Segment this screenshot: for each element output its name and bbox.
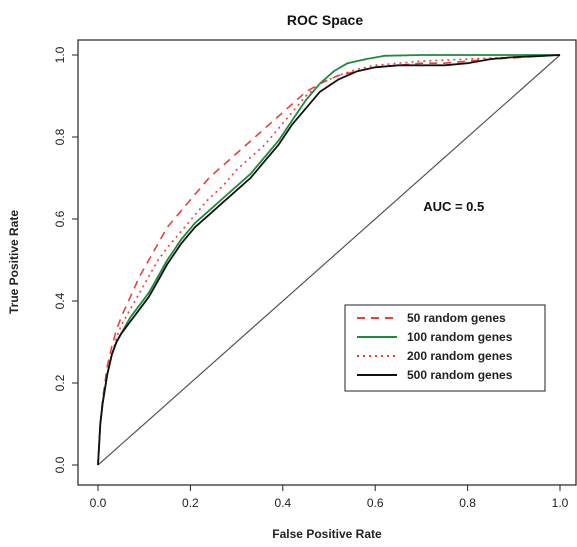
auc-annotation: AUC = 0.5 bbox=[423, 199, 484, 214]
x-tick-label-0: 0.0 bbox=[90, 496, 107, 510]
legend-label-3: 500 random genes bbox=[407, 368, 513, 382]
y-tick-label-2: 0.4 bbox=[53, 292, 67, 309]
diagonal-reference-line bbox=[97, 54, 561, 466]
y-axis-label: True Positive Rate bbox=[7, 210, 21, 314]
x-tick-label-1: 0.2 bbox=[182, 496, 199, 510]
y-tick-label-5: 1.0 bbox=[53, 46, 67, 63]
legend-box bbox=[344, 304, 546, 392]
y-axis: 0.0 0.2 0.4 0.6 0.8 1.0 bbox=[53, 46, 78, 473]
legend-label-0: 50 random genes bbox=[407, 311, 506, 325]
series-group bbox=[97, 54, 561, 466]
x-axis: 0.0 0.2 0.4 0.6 0.8 1.0 bbox=[90, 485, 569, 510]
x-tick-label-3: 0.6 bbox=[367, 496, 384, 510]
x-tick-label-5: 1.0 bbox=[552, 496, 569, 510]
plot-frame bbox=[77, 39, 577, 486]
legend-label-1: 100 random genes bbox=[407, 330, 513, 344]
x-tick-label-2: 0.4 bbox=[274, 496, 291, 510]
series-line-0 bbox=[97, 54, 561, 466]
x-tick-label-4: 0.8 bbox=[459, 496, 476, 510]
y-tick-label-1: 0.2 bbox=[53, 374, 67, 391]
x-axis-label: False Positive Rate bbox=[272, 527, 382, 541]
chart-title: ROC Space bbox=[287, 12, 363, 28]
legend-label-2: 200 random genes bbox=[407, 349, 513, 363]
legend: 50 random genes 100 random genes 200 rando… bbox=[344, 304, 546, 392]
series-line-3 bbox=[97, 54, 561, 466]
y-tick-label-0: 0.0 bbox=[53, 456, 67, 473]
y-tick-label-4: 0.8 bbox=[53, 128, 67, 145]
y-tick-label-3: 0.6 bbox=[53, 210, 67, 227]
